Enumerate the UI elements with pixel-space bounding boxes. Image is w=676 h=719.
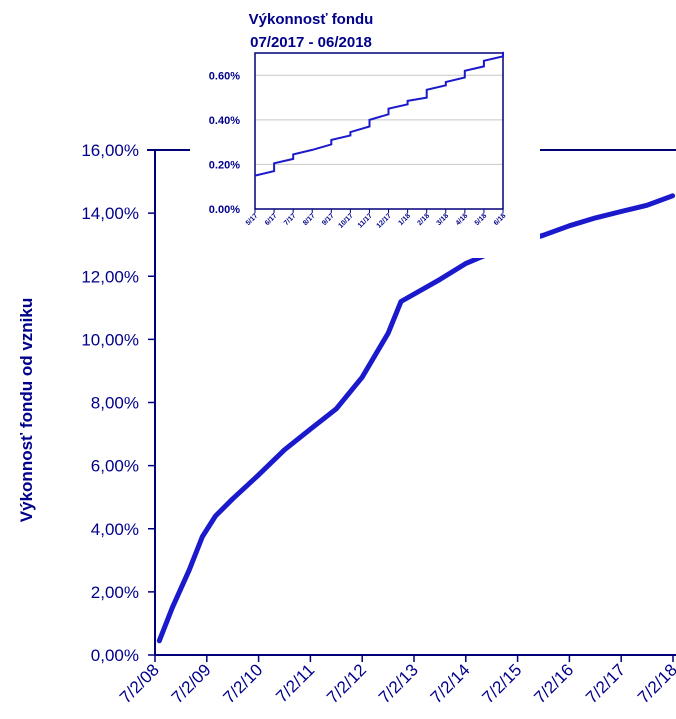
inset-y-tick-label: 0.60% bbox=[209, 70, 240, 82]
x-tick-label: 7/2/12 bbox=[323, 660, 370, 707]
x-tick-label: 7/2/17 bbox=[582, 660, 629, 707]
y-tick-label: 16,00% bbox=[81, 141, 139, 160]
y-tick-label: 6,00% bbox=[91, 457, 139, 476]
x-tick-label: 7/2/14 bbox=[427, 660, 474, 707]
y-tick-label: 0,00% bbox=[91, 646, 139, 665]
x-tick-label: 7/2/15 bbox=[479, 660, 526, 707]
inset-title-line-1: Výkonnosť fondu bbox=[249, 11, 374, 28]
inset-y-tick-label: 0.00% bbox=[209, 204, 240, 216]
x-tick-label: 7/2/16 bbox=[530, 660, 577, 707]
inset-title-line-2: 07/2017 - 06/2018 bbox=[250, 34, 372, 51]
x-tick-label: 7/2/11 bbox=[272, 660, 318, 706]
y-tick-label: 8,00% bbox=[91, 394, 139, 413]
y-tick-label: 2,00% bbox=[91, 583, 139, 602]
series-line bbox=[156, 193, 676, 644]
x-tick-label: 7/2/13 bbox=[375, 660, 422, 707]
inset-plot-frame bbox=[254, 52, 504, 210]
y-tick-label: 10,00% bbox=[81, 330, 139, 349]
inset-background bbox=[190, 8, 540, 258]
inset-series-line bbox=[254, 51, 504, 177]
x-tick-label: 7/2/18 bbox=[634, 660, 676, 707]
inset-y-tick-label: 0.40% bbox=[209, 115, 240, 127]
y-axis-label: Výkonnosť fondu od vzniku bbox=[17, 298, 36, 522]
inset-y-tick-label: 0.20% bbox=[209, 159, 240, 171]
y-tick-label: 12,00% bbox=[81, 267, 139, 286]
x-tick-label: 7/2/10 bbox=[220, 660, 267, 707]
x-tick-label: 7/2/09 bbox=[168, 660, 215, 707]
y-tick-label: 14,00% bbox=[81, 204, 139, 223]
x-tick-label: 7/2/08 bbox=[116, 660, 163, 707]
y-tick-label: 4,00% bbox=[91, 520, 139, 539]
